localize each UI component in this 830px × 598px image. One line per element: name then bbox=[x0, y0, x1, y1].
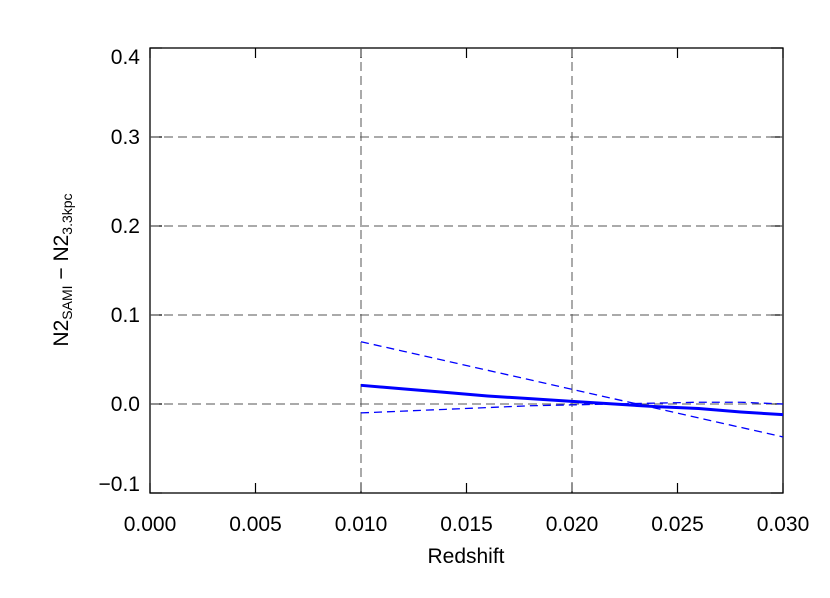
y-label-part: N2 bbox=[50, 235, 73, 262]
y-tick-label: 0.1 bbox=[111, 304, 140, 327]
x-axis-label: Redshift bbox=[427, 545, 504, 568]
y-tick-label: −0.1 bbox=[99, 473, 140, 496]
y-label-part: − bbox=[50, 262, 73, 286]
x-tick-label: 0.000 bbox=[124, 513, 177, 536]
y-label-part: SAMI bbox=[59, 285, 75, 319]
x-tick-label: 0.010 bbox=[335, 513, 388, 536]
y-tick-label: 0.4 bbox=[111, 46, 141, 69]
plot-frame bbox=[149, 47, 784, 494]
y-tick-label: 0.0 bbox=[111, 393, 140, 416]
series-line bbox=[360, 383, 784, 417]
y-tick-label: 0.3 bbox=[111, 126, 140, 149]
series-line bbox=[360, 341, 784, 438]
x-tick-label: 0.025 bbox=[651, 513, 704, 536]
y-label-part: N2 bbox=[50, 320, 73, 347]
x-tick-label: 0.005 bbox=[229, 513, 282, 536]
y-axis-label: N2SAMI − N23.3kpc bbox=[50, 193, 75, 346]
x-tick-label: 0.020 bbox=[546, 513, 599, 536]
y-label-part: 3.3kpc bbox=[59, 193, 75, 234]
x-tick-label: 0.015 bbox=[440, 513, 493, 536]
x-tick-label: 0.030 bbox=[757, 513, 810, 536]
series-line bbox=[360, 401, 784, 414]
y-tick-label: 0.2 bbox=[111, 215, 140, 238]
